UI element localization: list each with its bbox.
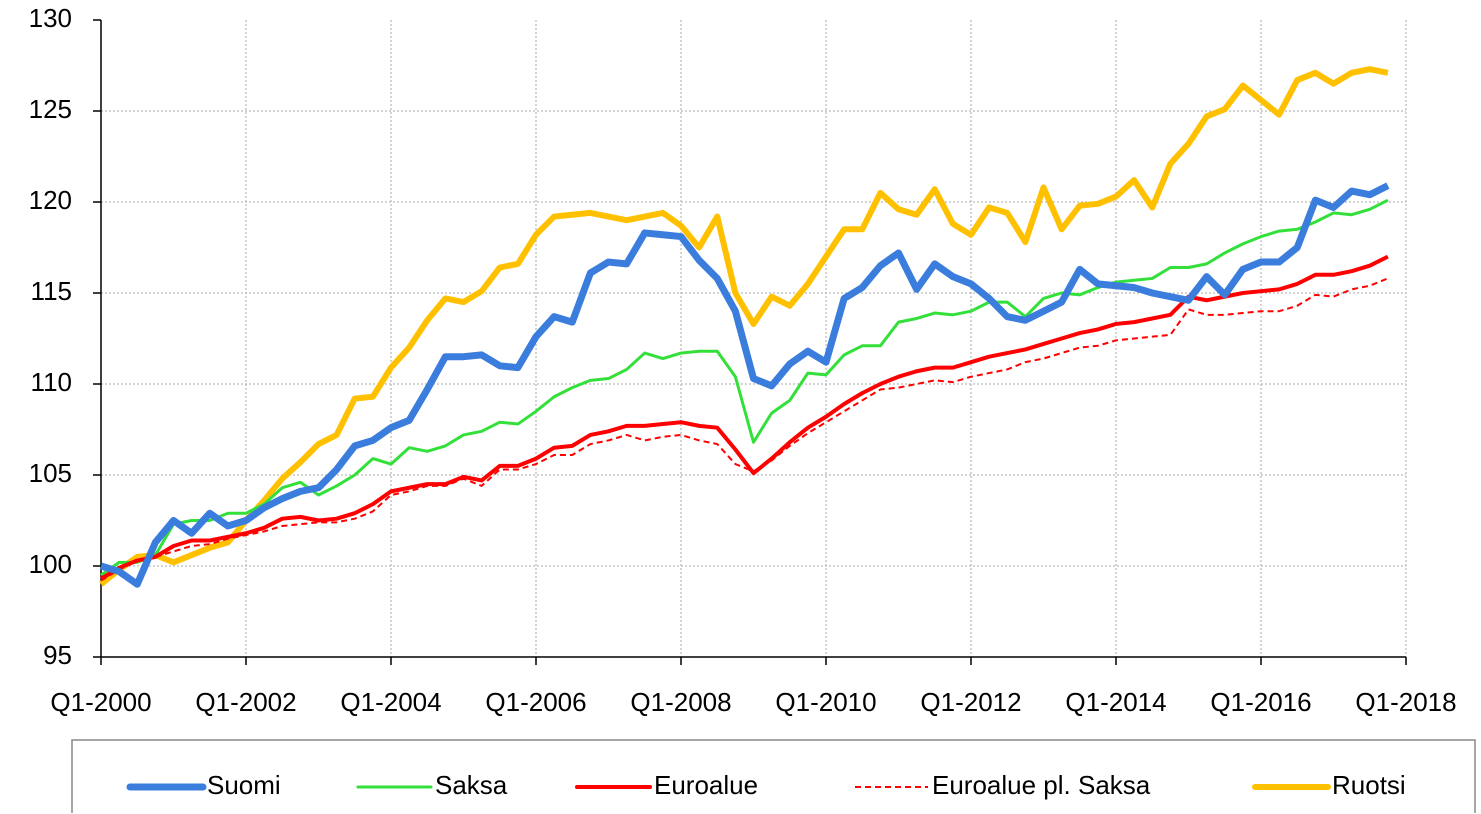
x-tick-label: Q1-2014 — [1065, 687, 1166, 717]
series-line — [99, 66, 1389, 587]
x-tick-label: Q1-2004 — [340, 687, 441, 717]
x-tick-label: Q1-2016 — [1210, 687, 1311, 717]
y-tick-label: 100 — [29, 549, 72, 579]
legend-label: Suomi — [207, 770, 281, 800]
x-tick-label: Q1-2000 — [50, 687, 151, 717]
y-tick-label: 95 — [43, 640, 72, 670]
x-tick-label: Q1-2018 — [1355, 687, 1456, 717]
legend-label: Saksa — [435, 770, 508, 800]
y-tick-label: 115 — [31, 276, 72, 306]
x-tick-label: Q1-2006 — [485, 687, 586, 717]
y-tick-label: 130 — [29, 3, 72, 33]
series-line — [99, 254, 1389, 581]
series-line — [100, 198, 1389, 577]
x-tick-label: Q1-2010 — [775, 687, 876, 717]
y-tick-label: 105 — [29, 458, 72, 488]
series-line — [99, 182, 1390, 588]
y-tick-label: 110 — [31, 367, 72, 397]
legend-label: Euroalue — [654, 770, 758, 800]
y-tick-label: 120 — [29, 185, 72, 215]
series-line — [100, 277, 1389, 582]
x-tick-label: Q1-2012 — [920, 687, 1021, 717]
legend-label: Ruotsi — [1332, 770, 1406, 800]
legend-box — [71, 739, 1476, 813]
y-tick-label: 125 — [29, 94, 72, 124]
x-tick-label: Q1-2002 — [195, 687, 296, 717]
legend-label: Euroalue pl. Saksa — [932, 770, 1151, 800]
x-tick-label: Q1-2008 — [630, 687, 731, 717]
